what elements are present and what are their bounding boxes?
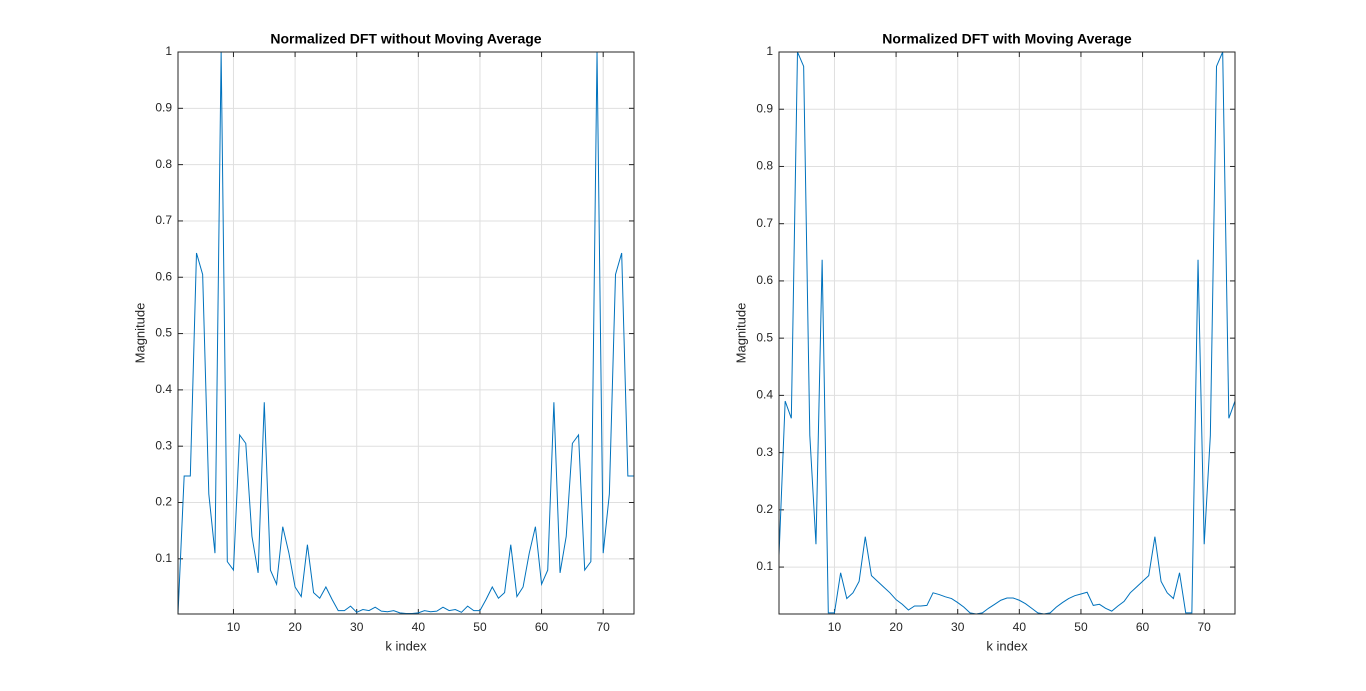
y-tick-label: 0.9 xyxy=(756,101,773,115)
x-axis-label: k index xyxy=(385,638,427,653)
axes-box xyxy=(177,51,635,615)
x-tick-label: 40 xyxy=(1013,620,1027,634)
x-tick-label: 20 xyxy=(288,620,302,634)
x-tick-label: 50 xyxy=(1074,620,1088,634)
axes-box xyxy=(778,51,1236,615)
y-tick-label: 0.3 xyxy=(155,438,172,452)
x-tick-label: 70 xyxy=(1198,620,1212,634)
x-tick-label: 50 xyxy=(473,620,487,634)
data-line xyxy=(178,52,634,614)
x-tick-label: 40 xyxy=(412,620,426,634)
y-tick-label: 0.3 xyxy=(756,445,773,459)
y-tick-label: 0.9 xyxy=(155,100,172,114)
y-tick-label: 0.2 xyxy=(756,502,773,516)
plot-line-group xyxy=(178,52,634,614)
y-tick-label: 0.5 xyxy=(756,330,773,344)
y-tick-label: 0.1 xyxy=(756,559,773,573)
y-tick-label: 0.2 xyxy=(155,495,172,509)
chart-title: Normalized DFT with Moving Average xyxy=(882,31,1132,47)
y-tick-label: 0.1 xyxy=(155,551,172,565)
y-tick-label: 0.7 xyxy=(756,216,773,230)
axes-background xyxy=(779,52,1235,614)
y-tick-label: 0.5 xyxy=(155,326,172,340)
x-tick-label: 70 xyxy=(597,620,611,634)
x-tick-label: 10 xyxy=(828,620,842,634)
plot-line-group xyxy=(779,52,1235,614)
y-tick-label: 0.4 xyxy=(155,382,172,396)
y-tick-label: 0.8 xyxy=(756,159,773,173)
x-tick-label: 60 xyxy=(535,620,549,634)
axes-background xyxy=(178,52,634,614)
x-tick-label: 10 xyxy=(227,620,241,634)
x-tick-label: 30 xyxy=(350,620,364,634)
x-axis-label: k index xyxy=(986,638,1028,653)
x-tick-label: 30 xyxy=(951,620,965,634)
y-tick-label: 0.4 xyxy=(756,388,773,402)
y-tick-label: 0.7 xyxy=(155,213,172,227)
y-tick-label: 0.6 xyxy=(756,273,773,287)
data-line xyxy=(779,52,1235,614)
y-tick-label: 1 xyxy=(766,44,773,58)
y-tick-label: 1 xyxy=(165,44,172,58)
y-tick-label: 0.6 xyxy=(155,269,172,283)
x-tick-label: 60 xyxy=(1136,620,1150,634)
x-tick-label: 20 xyxy=(889,620,903,634)
y-axis-label: Magnitude xyxy=(132,303,147,364)
chart-title: Normalized DFT without Moving Average xyxy=(270,31,541,47)
y-axis-label: Magnitude xyxy=(733,303,748,364)
y-tick-label: 0.8 xyxy=(155,157,172,171)
